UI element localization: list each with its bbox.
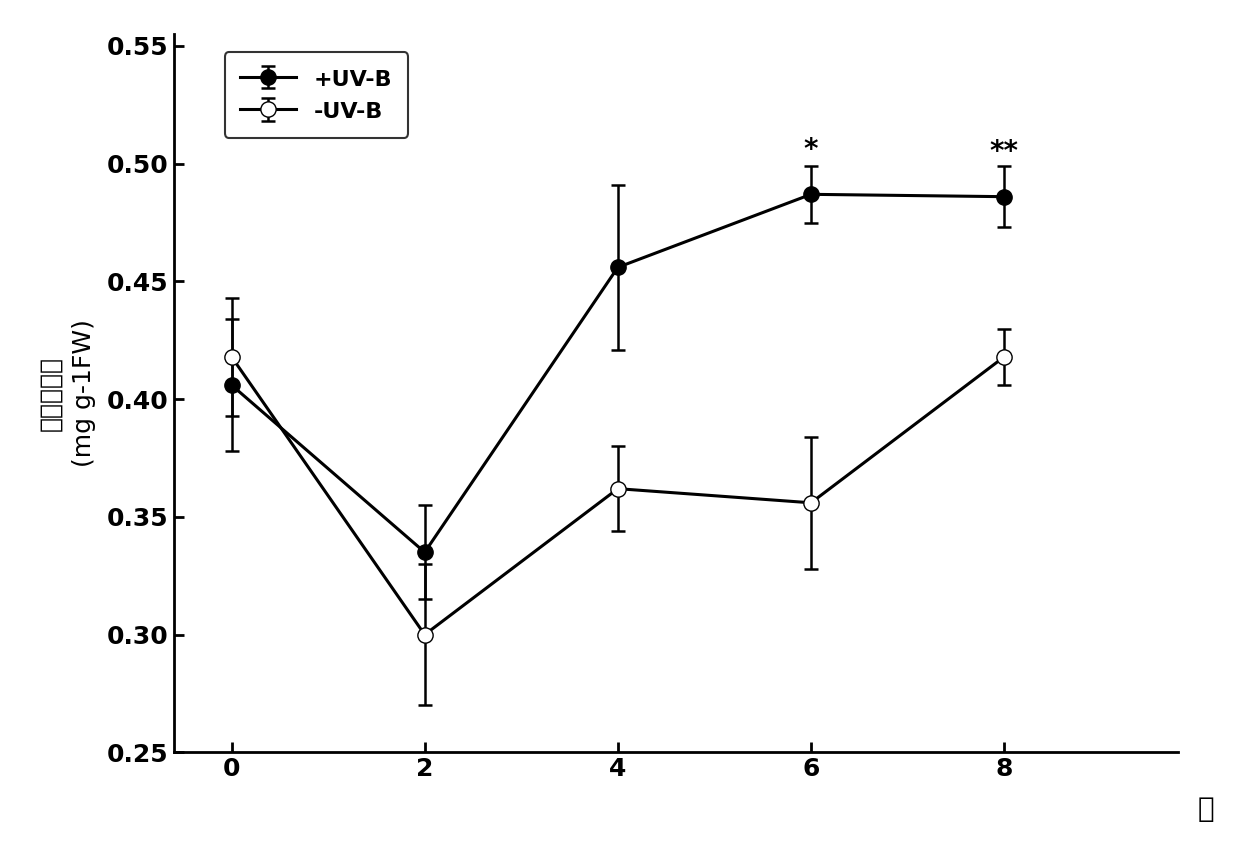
Text: 天: 天 — [1198, 795, 1215, 823]
Text: *: * — [804, 136, 818, 163]
Text: **: ** — [990, 138, 1019, 166]
Y-axis label: 类黄酮含量
(mg g-1FW): 类黄酮含量 (mg g-1FW) — [38, 320, 95, 467]
Legend: +UV-B, -UV-B: +UV-B, -UV-B — [224, 52, 408, 138]
